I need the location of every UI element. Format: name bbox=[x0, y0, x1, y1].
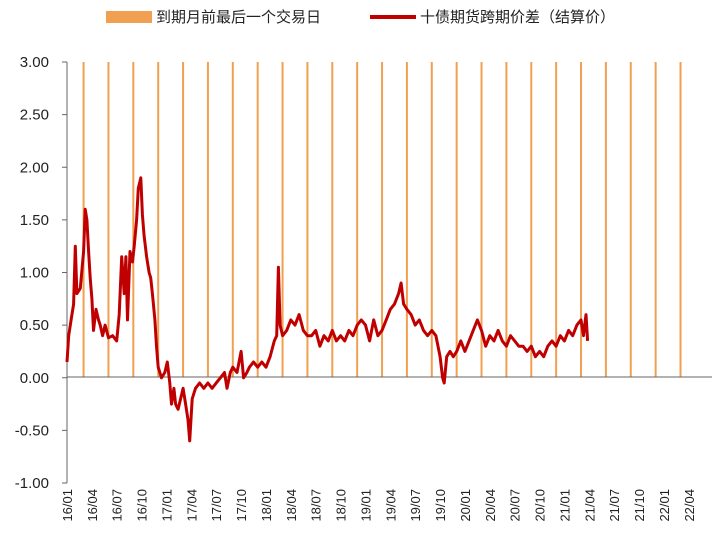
x-tick-label: 22/04 bbox=[682, 489, 697, 522]
expiry-bar bbox=[604, 62, 607, 377]
x-tick-label: 16/01 bbox=[60, 489, 75, 522]
x-tick-label: 19/10 bbox=[433, 489, 448, 522]
x-tick-label: 16/07 bbox=[110, 489, 125, 522]
x-tick-label: 19/01 bbox=[358, 489, 373, 522]
x-tick-label: 17/04 bbox=[184, 489, 199, 522]
x-tick-label: 21/01 bbox=[557, 489, 572, 522]
expiry-bar bbox=[206, 62, 209, 377]
x-tick-label: 18/07 bbox=[309, 489, 324, 522]
x-tick-label: 17/07 bbox=[209, 489, 224, 522]
expiry-bar bbox=[430, 62, 433, 377]
expiry-bar bbox=[281, 62, 284, 377]
expiry-bar bbox=[505, 62, 508, 377]
expiry-bar bbox=[455, 62, 458, 377]
x-tick-label: 19/07 bbox=[408, 489, 423, 522]
x-tick-label: 20/04 bbox=[483, 489, 498, 522]
y-tick-label: 1.00 bbox=[20, 265, 49, 282]
y-axis: 3.00 2.50 2.00 1.50 1.00 0.50 0.00 -0.50 -1.00 bbox=[15, 54, 68, 492]
y-tick-label: 0.50 bbox=[20, 317, 49, 334]
expiry-bar bbox=[132, 62, 135, 377]
expiry-bar bbox=[405, 62, 408, 377]
legend: 到期月前最后一个交易日 十债期货跨期价差（结算价） bbox=[106, 8, 615, 26]
y-tick-label: 0.00 bbox=[20, 370, 49, 387]
y-tick-label: 3.00 bbox=[20, 54, 49, 71]
x-tick-label: 22/01 bbox=[657, 489, 672, 522]
y-tick-label: 2.00 bbox=[20, 159, 49, 176]
expiry-bar bbox=[629, 62, 632, 377]
x-tick-label: 20/10 bbox=[533, 489, 548, 522]
expiry-bar bbox=[157, 62, 160, 377]
expiry-bar bbox=[555, 62, 558, 377]
y-tick-label: -1.00 bbox=[15, 475, 49, 492]
y-tick-label: 1.50 bbox=[20, 212, 49, 229]
y-tick-label: -0.50 bbox=[15, 422, 49, 439]
expiry-bar bbox=[580, 62, 583, 377]
series-line-spread bbox=[65, 176, 590, 443]
x-tick-label: 16/10 bbox=[135, 489, 150, 522]
x-tick-label: 18/04 bbox=[284, 489, 299, 522]
expiry-bar bbox=[356, 62, 359, 377]
x-tick-label: 18/10 bbox=[334, 489, 349, 522]
x-tick-label: 21/04 bbox=[582, 489, 597, 522]
x-tick-label: 20/07 bbox=[508, 489, 523, 522]
expiry-bar bbox=[381, 62, 384, 377]
expiry-bar bbox=[530, 62, 533, 377]
x-tick-label: 19/04 bbox=[383, 489, 398, 522]
expiry-bar bbox=[231, 62, 234, 377]
x-tick-label: 18/01 bbox=[259, 489, 274, 522]
expiry-bar bbox=[654, 62, 657, 377]
x-tick-label: 21/10 bbox=[632, 489, 647, 522]
expiry-bar bbox=[480, 62, 483, 377]
x-tick-label: 21/07 bbox=[607, 489, 622, 522]
y-tick-label: 2.50 bbox=[20, 107, 49, 124]
legend-bar-swatch bbox=[106, 11, 152, 23]
expiry-bar bbox=[107, 62, 110, 377]
expiry-bar bbox=[256, 62, 259, 377]
legend-line-label: 十债期货跨期价差（结算价） bbox=[420, 8, 615, 26]
x-tick-label: 17/01 bbox=[159, 489, 174, 522]
expiry-bar bbox=[182, 62, 185, 377]
expiry-bar bbox=[306, 62, 309, 377]
x-tick-label: 17/10 bbox=[234, 489, 249, 522]
x-axis: 16/01 16/04 16/07 16/10 17/01 17/04 17/07 17/10… bbox=[60, 376, 712, 522]
x-tick-label: 20/01 bbox=[458, 489, 473, 522]
x-tick-label: 16/04 bbox=[85, 489, 100, 522]
expiry-bar bbox=[679, 62, 682, 377]
expiry-bar bbox=[331, 62, 334, 377]
legend-bar-label: 到期月前最后一个交易日 bbox=[156, 8, 321, 26]
